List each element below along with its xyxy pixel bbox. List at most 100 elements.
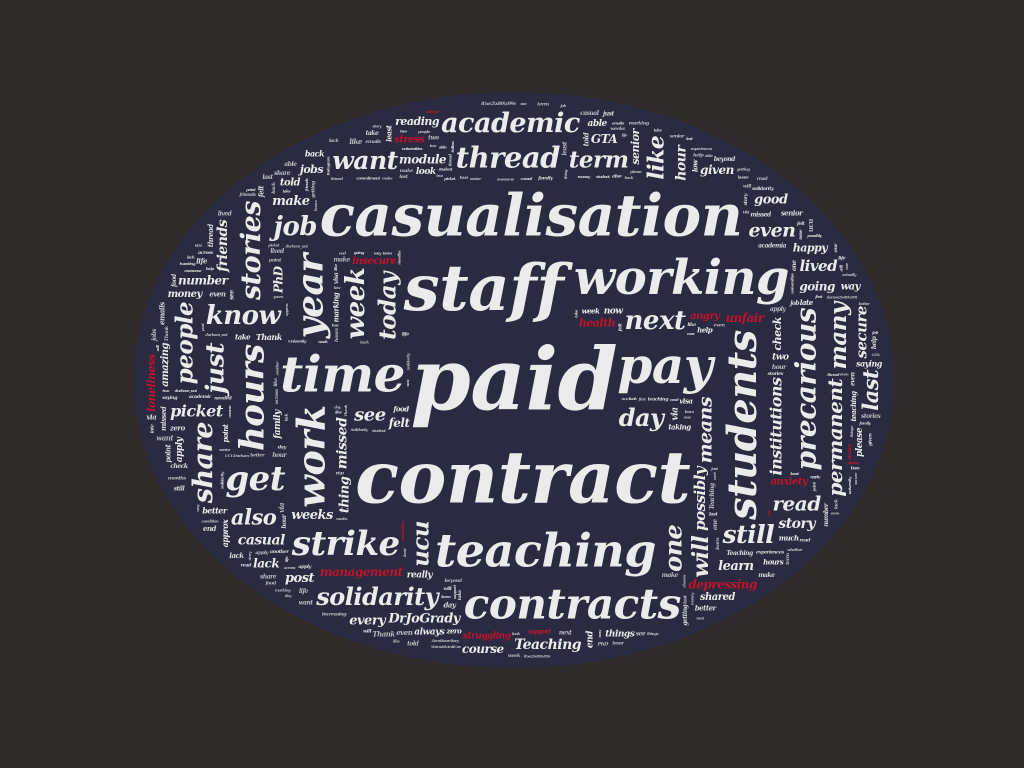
word-filler-read: read [670, 397, 679, 402]
word-small-told: told [280, 177, 301, 188]
word-filler-getting: getting [682, 604, 689, 625]
word-filler-teaching: Teaching [709, 483, 716, 510]
word-filler-will: will [443, 586, 452, 592]
word-emphasized-depressing: depressing [688, 578, 757, 592]
word-filler-able: able [284, 161, 297, 168]
word-filler-read: read [757, 176, 769, 182]
word-small-always: always [414, 627, 445, 637]
word-small-number: number [178, 274, 230, 288]
word-filler-share: share [260, 573, 277, 580]
word-filler-saying: saying [162, 395, 178, 401]
word-filler-able: able [705, 153, 713, 158]
word-filler-picket: picket [268, 242, 280, 247]
word-filler-even: even [209, 290, 225, 299]
word-filler-one: one [712, 519, 719, 530]
word-filler-help: help [206, 266, 214, 271]
word-small-phd: PhD [272, 265, 286, 294]
word-filler-missed: missed [426, 109, 439, 114]
word-filler-back: back [625, 175, 634, 180]
word-filler-story: story [247, 551, 252, 561]
word-medium-term: term [569, 147, 629, 174]
word-filler-able: able [439, 145, 447, 150]
word-small-end: end [586, 630, 596, 648]
word-filler-life: life [196, 256, 208, 265]
word-large-contracts: contracts [464, 579, 681, 628]
word-filler-increasing: increasing [322, 612, 347, 618]
word-filler-thank: Thank [343, 404, 348, 416]
word-filler-just: just [710, 466, 718, 471]
word-emphasized-insecure: insecure [352, 256, 396, 267]
word-filler-also: also [612, 174, 622, 180]
word-small-apply: apply [175, 436, 185, 462]
word-filler-thread: thread [447, 154, 452, 167]
word-filler-it-xe2-x80-x99s: it\xe2\x80\x99s [524, 654, 551, 659]
word-medium-picket: picket [170, 402, 224, 421]
word-large-students: students [719, 330, 766, 521]
word-small-shared: shared [700, 592, 736, 603]
word-small-zero: zero [445, 626, 462, 635]
word-filler-two: two [851, 466, 861, 472]
word-filler-even: even [831, 510, 840, 515]
word-filler-family: family [537, 176, 554, 182]
word-filler-student: student [372, 428, 386, 433]
word-filler-solidarity: Solidarity [220, 471, 225, 489]
word-medium-still: still [721, 520, 774, 549]
word-small-late: late [800, 298, 814, 307]
word-medium-will: will [688, 535, 714, 577]
word-filler-check: check [170, 463, 187, 470]
word-small-teaching: Teaching [514, 637, 581, 653]
word-medium-today: today [374, 270, 401, 340]
word-filler-ucu: ucu [195, 242, 202, 247]
word-filler-support: support [452, 585, 457, 600]
word-filler-day: day [278, 444, 288, 450]
word-large-hours: hours [233, 344, 273, 451]
word-filler-please: please [847, 460, 859, 465]
word-small-lived: lived [799, 257, 838, 275]
word-filler-day: day [334, 404, 341, 409]
word-filler-even: even [849, 372, 856, 386]
word-filler-family: family [858, 420, 871, 425]
word-large-work: work [289, 405, 334, 507]
word-filler-tweeting: tweeting [180, 261, 196, 266]
word-filler-thank: Thank [164, 325, 170, 341]
word-small-family: family [273, 409, 283, 440]
word-filler-chosen: chosen [681, 574, 686, 587]
word-medium-academic: academic [441, 108, 580, 139]
word-filler-friends: friends [304, 177, 309, 192]
word-filler-getting: getting [737, 167, 750, 172]
word-filler-life: life [402, 331, 409, 337]
word-filler-experiences: experiences [756, 549, 784, 555]
word-small-point: point [221, 423, 230, 442]
word-small-every: every [349, 613, 387, 628]
word-filler-will: will [155, 345, 160, 352]
word-small-hours: hours [763, 557, 784, 566]
word-filler-take: take [457, 590, 463, 601]
word-filler-beyond: beyond [444, 578, 462, 584]
word-filler-things: things [849, 425, 854, 437]
word-filler-whether: whether [787, 547, 803, 552]
word-filler-better: better [250, 453, 265, 459]
word-filler-years: years [272, 294, 284, 299]
word-filler-point: point [269, 258, 282, 264]
word-filler-point: point [246, 187, 256, 192]
word-filler-one: one [844, 262, 849, 270]
word-filler-two: two [162, 388, 169, 393]
word-small-possibly: possibly [691, 465, 709, 531]
word-filler-commitment: commitment [356, 176, 380, 181]
word-large-contract: contract [355, 435, 690, 520]
word-filler-getting: getting [311, 180, 317, 198]
word-filler-secure: secure [853, 472, 858, 485]
word-filler-two: two [459, 175, 469, 181]
word-filler-emails: emails [158, 302, 167, 325]
word-filler-like: like [349, 137, 363, 146]
word-filler-food: food [171, 273, 178, 288]
word-filler-felt: felt [796, 221, 806, 227]
word-filler-job: job [559, 103, 566, 108]
word-medium-one: one [658, 524, 687, 571]
word-filler-day: day [444, 601, 457, 610]
word-small-things: things [605, 630, 634, 640]
word-filler-people: people [418, 129, 431, 134]
word-filler-felt: felt [871, 330, 878, 335]
word-filler-casual: casual [521, 176, 533, 181]
word-filler-last: last [709, 511, 718, 517]
